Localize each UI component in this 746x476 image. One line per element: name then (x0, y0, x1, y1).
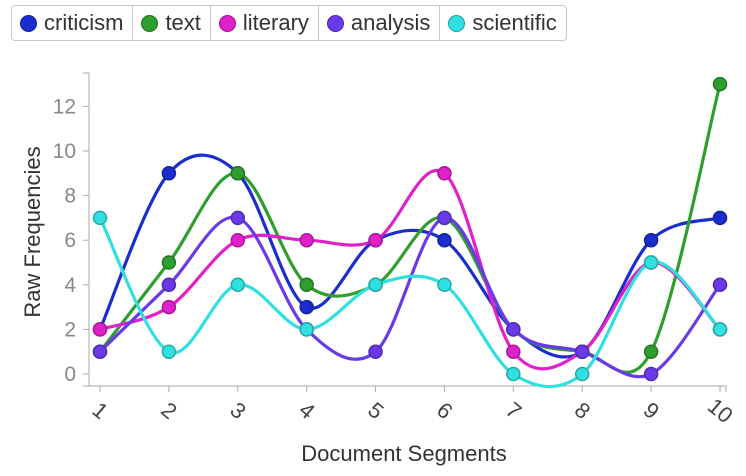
legend-label: literary (242, 10, 309, 35)
data-point-scientific-8[interactable] (574, 366, 590, 382)
x-tick-label: 5 (363, 397, 388, 424)
legend-label: analysis (350, 10, 431, 35)
data-point-scientific-2[interactable] (161, 344, 177, 359)
y-tick-label: 8 (64, 185, 76, 208)
data-point-literary-5[interactable] (368, 232, 383, 248)
data-point-literary-3[interactable] (230, 232, 246, 248)
legend-label: criticism (44, 10, 124, 35)
x-tick-label: 7 (501, 397, 526, 424)
data-point-analysis-8[interactable] (574, 344, 590, 359)
data-point-text-4[interactable] (299, 277, 314, 293)
series-points (92, 76, 728, 382)
x-tick-label: 3 (225, 397, 250, 424)
y-tick-label: 6 (64, 229, 76, 252)
y-axis-label: Raw Frequencies (20, 146, 45, 317)
series-line-scientific (98, 216, 722, 389)
legend-item-text[interactable]: text (133, 6, 211, 40)
y-tick-label: 4 (64, 274, 76, 297)
legend-label: text (165, 10, 201, 35)
data-point-literary-6[interactable] (437, 166, 452, 181)
data-point-criticism-10[interactable] (712, 210, 728, 226)
data-point-literary-1[interactable] (92, 322, 108, 337)
y-tick-label: 0 (64, 363, 76, 386)
data-point-scientific-4[interactable] (299, 322, 314, 337)
x-axis-label: Document Segments (301, 441, 506, 466)
legend: criticism text literary analysis scientific (11, 5, 567, 41)
data-point-text-3[interactable] (230, 166, 246, 181)
legend-item-literary[interactable]: literary (211, 6, 319, 40)
legend-swatch-icon (141, 14, 159, 32)
data-point-scientific-3[interactable] (230, 277, 246, 293)
data-point-scientific-10[interactable] (712, 322, 728, 337)
data-point-criticism-6[interactable] (437, 232, 452, 248)
y-tick-label: 12 (53, 95, 76, 118)
y-axis: 0 2 4 6 8 10 12 (53, 72, 90, 387)
data-point-literary-7[interactable] (506, 344, 521, 359)
data-point-analysis-3[interactable] (230, 210, 246, 226)
x-tick-label: 1 (88, 397, 113, 424)
legend-swatch-icon (218, 14, 236, 32)
data-point-criticism-4[interactable] (299, 299, 314, 315)
data-point-scientific-1[interactable] (92, 210, 108, 226)
legend-swatch-icon (448, 14, 466, 32)
data-point-analysis-7[interactable] (506, 322, 521, 337)
y-tick-label: 10 (53, 140, 76, 163)
data-point-text-2[interactable] (161, 255, 177, 270)
y-tick-label: 2 (64, 318, 76, 341)
x-tick-label: 9 (639, 397, 664, 424)
data-point-analysis-6[interactable] (437, 210, 452, 226)
x-tick-label: 10 (703, 393, 738, 428)
data-point-text-9[interactable] (643, 344, 659, 359)
data-point-analysis-1[interactable] (92, 344, 108, 359)
series-line-analysis (98, 215, 722, 379)
legend-label: scientific (472, 10, 557, 35)
data-point-criticism-2[interactable] (161, 166, 177, 181)
legend-item-analysis[interactable]: analysis (319, 6, 441, 40)
data-point-literary-2[interactable] (161, 299, 177, 315)
data-point-criticism-9[interactable] (643, 232, 659, 248)
data-point-analysis-5[interactable] (368, 344, 383, 359)
data-point-scientific-6[interactable] (437, 277, 452, 293)
x-tick-label: 8 (570, 397, 595, 424)
legend-swatch-icon (20, 14, 37, 32)
x-axis: 1 2 3 4 5 6 7 8 9 10 (88, 385, 738, 428)
data-point-analysis-9[interactable] (643, 366, 659, 382)
data-point-scientific-5[interactable] (368, 277, 383, 293)
x-tick-label: 2 (156, 397, 181, 424)
data-point-text-10[interactable] (712, 76, 728, 92)
series-lines (98, 82, 722, 389)
data-point-literary-4[interactable] (299, 232, 314, 248)
x-tick-label: 4 (294, 397, 319, 424)
legend-item-scientific[interactable]: scientific (440, 6, 565, 40)
data-point-scientific-7[interactable] (506, 366, 521, 382)
data-point-analysis-10[interactable] (712, 277, 728, 293)
legend-item-criticism[interactable]: criticism (12, 6, 134, 40)
legend-swatch-icon (326, 14, 344, 32)
data-point-analysis-2[interactable] (161, 277, 177, 293)
x-tick-label: 6 (432, 397, 457, 424)
data-point-scientific-9[interactable] (643, 255, 659, 270)
series-line-text (98, 82, 722, 374)
